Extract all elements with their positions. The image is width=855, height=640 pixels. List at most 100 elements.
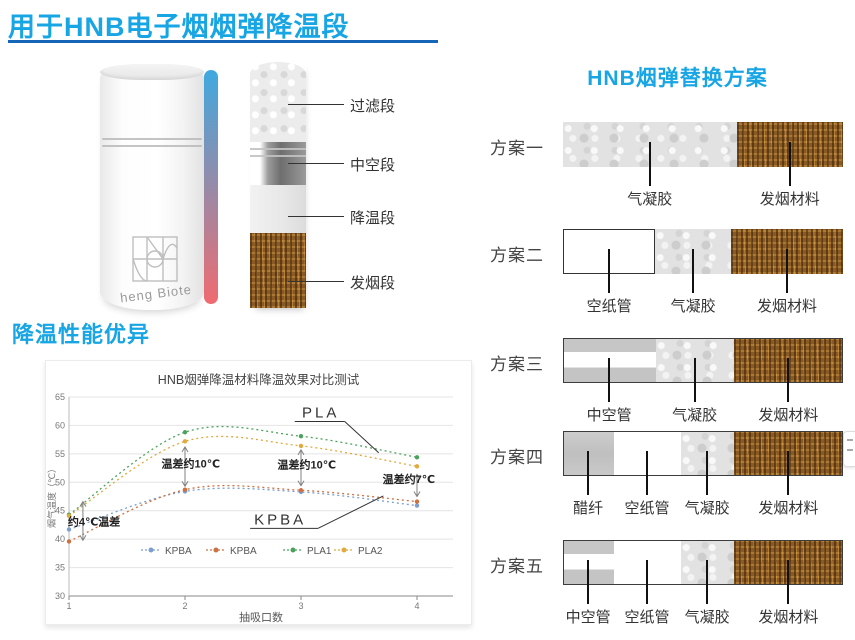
cutaway-filter-segment [250,62,306,142]
performance-heading: 降温性能优异 [12,322,151,347]
material-label: 气凝胶 [670,298,716,315]
svg-text:2: 2 [182,601,187,611]
svg-text:35: 35 [55,563,65,573]
segment-tobacco [733,432,842,475]
material-label: 发烟材料 [758,609,819,626]
segment-leader-line [706,451,709,495]
scheme-label: 方案二 [490,246,544,265]
svg-text:KPBA: KPBA [254,511,306,528]
material-label: 气凝胶 [684,500,730,517]
segment-aerogel [680,432,734,475]
cutaway-smoke-segment [250,233,306,308]
material-label: 空纸管 [624,500,670,517]
svg-text:约4℃温差: 约4℃温差 [68,514,120,528]
svg-text:烟气温度（℃）: 烟气温度（℃） [46,464,57,528]
material-label: 空纸管 [624,609,670,626]
svg-text:KPBA: KPBA [230,546,257,557]
svg-text:1: 1 [66,601,71,611]
scheme-label: 方案五 [490,557,544,576]
cutaway-leader-line [288,216,344,217]
chart-title: HNB烟弹降温材料降温效果对比测试 [157,373,360,387]
cutaway-leader-line [288,163,344,164]
material-label: 中空管 [586,407,632,424]
scheme-row: 方案四 醋纤 空纸管 气凝胶 发烟材料 [480,431,855,531]
segment-leader-line [787,451,790,495]
scheme-row: 方案二空纸管 气凝胶 发烟材料 [480,229,855,329]
scheme-bar [563,540,843,585]
scheme-bar [563,122,843,167]
svg-text:45: 45 [55,506,65,516]
cutaway-ring [250,155,306,157]
bottle-ring [102,145,202,147]
segment-leader-line [787,358,790,402]
schemes-heading: HNB烟弹替换方案 [587,67,768,90]
scheme-row: 方案三中空管 气凝胶 发烟材料 [480,338,855,438]
temperature-gradient-bar [204,70,218,304]
segment-leader-line [692,249,695,293]
material-label: 空纸管 [586,298,632,315]
scheme-row: 方案一气凝胶 发烟材料 [480,122,855,222]
cutaway-segment-label: 过滤段 [350,98,396,115]
scheme-label: 方案三 [490,355,544,374]
svg-text:30: 30 [55,591,65,601]
clipped-popup-button[interactable] [843,431,855,467]
svg-text:3: 3 [298,601,303,611]
segment-leader-line [648,142,651,186]
segment-leader-line [787,560,790,604]
cutaway-segment-label: 降温段 [350,210,396,227]
svg-text:4: 4 [414,601,419,611]
svg-text:PLA2: PLA2 [358,546,383,557]
segment-leader-line [646,560,648,604]
scheme-bar [563,431,843,476]
svg-text:40: 40 [55,534,65,544]
scheme-bar [563,338,843,383]
title-underline [8,40,438,43]
cooling-chart-card: HNB烟弹降温材料降温效果对比测试 30 35 40 45 50 55 60 65 1 2 3 4 抽吸… [45,360,472,625]
cutaway-ring [250,148,306,150]
cutaway-cooling-segment [250,185,306,233]
svg-text:温差约10℃: 温差约10℃ [278,458,337,472]
cutaway-leader-line [288,281,344,282]
svg-text:温差约10℃: 温差约10℃ [162,457,221,471]
segment-leader-line [608,249,611,293]
brand-logo-icon [132,236,178,282]
svg-text:抽吸口数: 抽吸口数 [239,610,283,624]
svg-text:PLA1: PLA1 [307,546,332,557]
product-bottle-image: heng Biote [100,64,204,310]
svg-text:60: 60 [55,420,65,430]
cutaway-segment-label: 发烟段 [350,275,396,292]
svg-text:50: 50 [55,477,65,487]
replacement-schemes-panel: HNB烟弹替换方案 方案一 气凝胶 发烟材料 方案二 空纸管 气凝胶 发烟材料 方案三 中空管气… [480,0,855,630]
material-label: 发烟材料 [758,500,819,517]
segment-leader-line [608,358,611,402]
segment-leader-line [646,451,648,495]
material-label: 气凝胶 [684,609,730,626]
svg-text:KPBA: KPBA [165,546,192,557]
material-label: 发烟材料 [759,191,820,208]
svg-text:65: 65 [55,392,65,402]
material-label: 气凝胶 [672,407,718,424]
bottle-cap [100,64,204,80]
material-label: 气凝胶 [627,191,673,208]
segment-leader-line [786,249,788,293]
bottle-ring [102,138,202,140]
svg-text:55: 55 [55,449,65,459]
scheme-row: 方案五 中空管 空纸管 气凝胶 发烟材料 [480,540,855,640]
svg-text:PLA: PLA [302,404,339,421]
page-title: 用于HNB电子烟烟弹降温段 [8,12,350,42]
material-label: 醋纤 [573,500,604,517]
segment-leader-line [788,142,791,186]
cutaway-leader-line [288,104,344,105]
segment-leader-line [587,451,590,495]
segment-leader-line [587,560,590,604]
svg-text:温差约7℃: 温差约7℃ [383,472,435,486]
scheme-bar [563,229,843,274]
cooling-comparison-chart: 30 35 40 45 50 55 60 65 1 2 3 4 抽吸口数 烟气温度（℃） 约4℃温差 温差约1… [46,392,453,624]
cutaway-segment-label: 中空段 [350,157,396,174]
material-label: 发烟材料 [756,298,818,315]
material-label: 发烟材料 [758,407,819,424]
cartridge-cutaway-image [250,62,306,308]
bottle-brand-text: heng Biote [119,281,193,306]
segment-leader-line [693,358,696,402]
scheme-label: 方案一 [490,139,544,158]
